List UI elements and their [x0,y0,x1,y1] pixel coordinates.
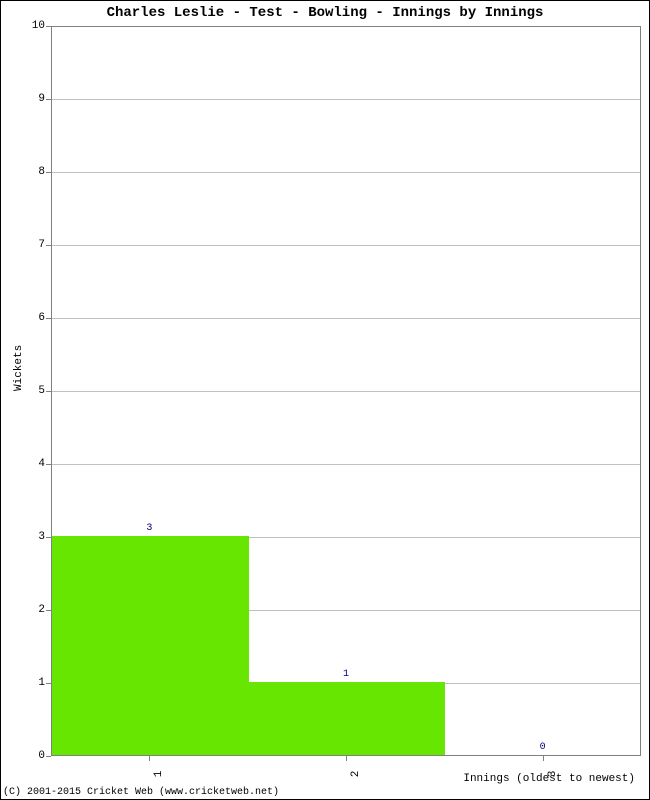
y-tick-label: 0 [15,750,45,762]
x-tick-mark [149,756,150,761]
y-tick-mark [46,683,51,684]
y-tick-label: 9 [15,93,45,105]
y-tick-mark [46,610,51,611]
x-tick-mark [346,756,347,761]
y-tick-mark [46,99,51,100]
x-tick-label: 2 [350,771,362,778]
y-tick-label: 8 [15,166,45,178]
y-tick-label: 7 [15,239,45,251]
chart-title: Charles Leslie - Test - Bowling - Inning… [1,5,649,21]
gridline [52,464,640,465]
x-tick-label: 3 [547,771,559,778]
y-tick-mark [46,464,51,465]
gridline [52,99,640,100]
x-tick-mark [543,756,544,761]
bar-value-label: 3 [146,523,152,534]
x-tick-label: 1 [153,771,165,778]
y-tick-label: 10 [15,20,45,32]
y-tick-mark [46,26,51,27]
y-tick-label: 1 [15,677,45,689]
y-tick-label: 3 [15,531,45,543]
plot-area [51,26,641,756]
gridline [52,318,640,319]
gridline [52,391,640,392]
bar [52,536,249,755]
y-tick-label: 4 [15,458,45,470]
y-tick-mark [46,756,51,757]
y-tick-label: 6 [15,312,45,324]
y-tick-mark [46,537,51,538]
y-tick-mark [46,391,51,392]
gridline [52,245,640,246]
y-tick-mark [46,318,51,319]
bar-value-label: 0 [540,742,546,753]
chart-container: Charles Leslie - Test - Bowling - Inning… [0,0,650,800]
bar-value-label: 1 [343,669,349,680]
copyright-text: (C) 2001-2015 Cricket Web (www.cricketwe… [3,787,279,798]
bar [249,682,446,755]
y-tick-mark [46,245,51,246]
y-tick-label: 5 [15,385,45,397]
gridline [52,172,640,173]
y-tick-mark [46,172,51,173]
y-tick-label: 2 [15,604,45,616]
